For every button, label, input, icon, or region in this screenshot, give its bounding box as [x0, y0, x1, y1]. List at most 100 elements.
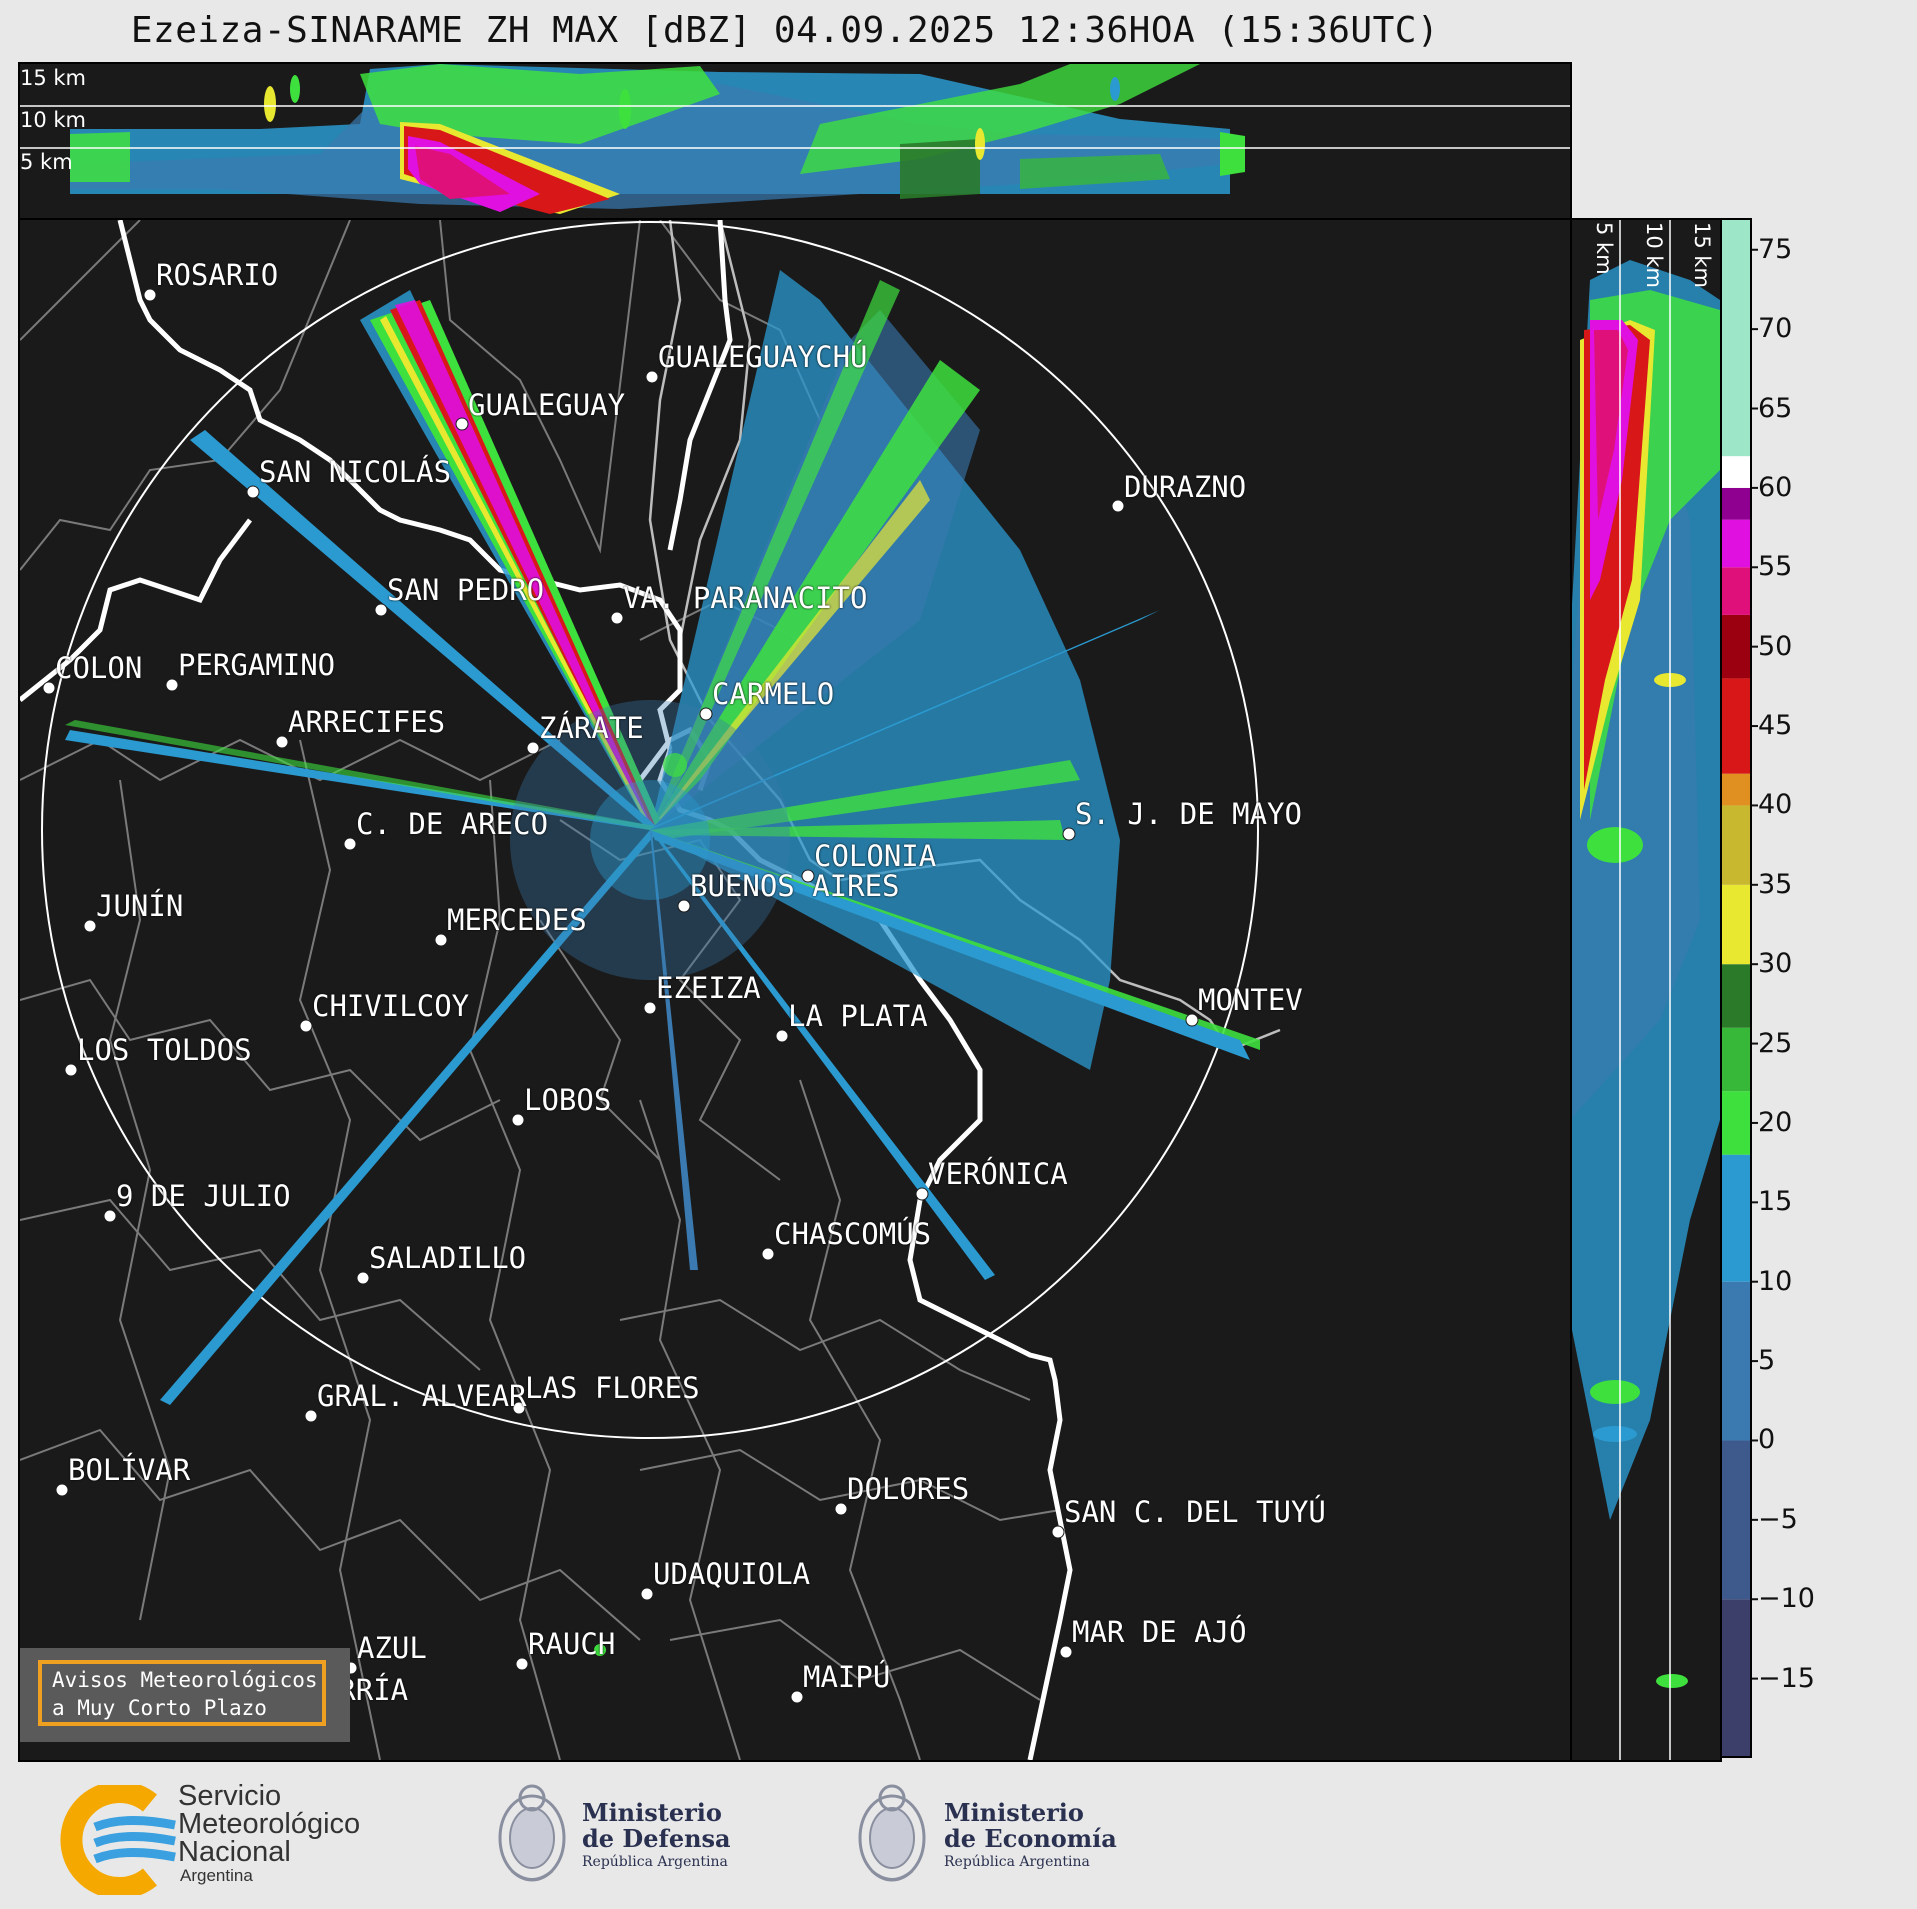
colorbar-band — [1720, 218, 1752, 457]
colorbar-scale — [1720, 218, 1758, 1758]
colorbar-tick-label: 65 — [1758, 392, 1793, 424]
colorbar-band — [1720, 1440, 1752, 1600]
city-dots — [42, 288, 1199, 1717]
colorbar-tick-label: 40 — [1758, 789, 1793, 821]
city-label-carmelo: CARMELO — [712, 677, 835, 711]
city-label-san-pedro: SAN PEDRO — [387, 573, 545, 607]
colorbar-tick-label: 35 — [1758, 868, 1793, 900]
city-label-colon: COLON — [55, 651, 143, 685]
avisos-line2: a Muy Corto Plazo — [52, 1696, 267, 1720]
colorbar-band — [1720, 1281, 1752, 1441]
colorbar-tick-label: 15 — [1758, 1186, 1793, 1218]
colorbar-tick-label: 5 — [1758, 1345, 1776, 1377]
right-level-10km: 10 km — [1642, 222, 1666, 289]
colorbar-tick-label: −15 — [1758, 1662, 1815, 1694]
colorbar-tick-label: 25 — [1758, 1027, 1793, 1059]
city-label-veronica: VERÓNICA — [928, 1157, 1068, 1191]
colorbar-band — [1720, 519, 1752, 568]
colorbar-tick-label: 10 — [1758, 1265, 1793, 1297]
city-label-maipu: MAIPÚ — [803, 1660, 891, 1694]
colorbar-band — [1720, 567, 1752, 615]
radar-echoes — [65, 270, 1260, 1656]
chart-title: Ezeiza-SINARAME ZH MAX [dBZ] 04.09.2025 … — [130, 10, 1440, 51]
city-label-chascomus: CHASCOMÚS — [774, 1217, 932, 1251]
city-label-las-flores: LAS FLORES — [525, 1371, 700, 1405]
department-borders — [20, 220, 1061, 1760]
city-label-bolivar: BOLÍVAR — [68, 1453, 191, 1487]
colorbar-tick-label: 20 — [1758, 1106, 1793, 1138]
colorbar-band — [1720, 1027, 1752, 1092]
city-label-c-de-areco: C. DE ARECO — [356, 807, 549, 841]
economia-logo-text: Ministerio de Economía República Argenti… — [944, 1800, 1117, 1872]
colorbar-band — [1720, 773, 1752, 806]
city-label-colonia: COLONIA — [814, 839, 937, 873]
colorbar-band — [1720, 456, 1752, 488]
city-label-s-j-de-mayo: S. J. DE MAYO — [1075, 797, 1302, 831]
city-label-san-c-del-tuyu: SAN C. DEL TUYÚ — [1064, 1495, 1326, 1529]
range-ring — [41, 221, 1259, 1439]
city-label-buenos-aires: BUENOS AIRES — [690, 869, 900, 903]
footer: Servicio Meteorológico Nacional Argentin… — [0, 1760, 1917, 1909]
city-label-mercedes: MERCEDES — [447, 903, 587, 937]
economia-line3: República Argentina — [944, 1854, 1090, 1870]
defensa-line1: Ministerio — [582, 1798, 722, 1827]
city-label-zarate: ZÁRATE — [539, 711, 644, 745]
city-label-gualeguay: GUALEGUAY — [468, 388, 626, 422]
colorbar-band — [1720, 964, 1752, 1028]
city-label-lobos: LOBOS — [524, 1083, 612, 1117]
right-level-15km: 15 km — [1690, 222, 1714, 289]
top-level-15km: 15 km — [20, 66, 87, 90]
city-label-9-de-julio: 9 DE JULIO — [116, 1179, 291, 1213]
smn-logo-text: Servicio Meteorológico Nacional Argentin… — [178, 1782, 360, 1886]
smn-line2: Meteorológico — [178, 1808, 361, 1840]
city-label-gral-alvear: GRAL. ALVEAR — [317, 1379, 527, 1413]
city-label-arrecifes: ARRECIFES — [288, 705, 446, 739]
avisos-box: Avisos Meteorológicos a Muy Corto Plazo — [20, 1648, 350, 1742]
colorbar-tick-label: 30 — [1758, 948, 1793, 980]
avisos-label: Avisos Meteorológicos a Muy Corto Plazo — [38, 1660, 326, 1726]
city-label-gualeguaychu: GUALEGUAYCHÚ — [658, 340, 868, 374]
top-cross-section-image — [20, 64, 1570, 218]
right-cross-section-image — [1570, 220, 1720, 1760]
colorbar-tick-label: 0 — [1758, 1424, 1776, 1456]
colorbar-tick-label: 60 — [1758, 471, 1793, 503]
colorbar-tick-label: 75 — [1758, 233, 1793, 265]
colorbar-band — [1720, 614, 1752, 679]
city-label-la-plata: LA PLATA — [788, 999, 928, 1033]
smn-line4: Argentina — [180, 1866, 253, 1885]
colorbar-band — [1720, 1091, 1752, 1155]
city-label-chivilcoy: CHIVILCOY — [312, 989, 470, 1023]
colorbar-band — [1720, 805, 1752, 885]
city-label-pergamino: PERGAMINO — [178, 648, 336, 682]
colorbar-band — [1720, 487, 1752, 520]
city-label-san-nicolas: SAN NICOLÁS — [259, 455, 452, 489]
colorbar-band — [1720, 678, 1752, 774]
colorbar-tick-label: 70 — [1758, 313, 1793, 345]
city-label-ezeiza: EZEIZA — [656, 971, 761, 1005]
river-lines — [20, 220, 1073, 1760]
radar-map-image — [20, 220, 1570, 1760]
defensa-line3: República Argentina — [582, 1854, 728, 1870]
top-level-10km: 10 km — [20, 108, 87, 132]
city-label-rosario: ROSARIO — [156, 258, 279, 292]
colorbar-border — [1720, 218, 1752, 1758]
colorbar-tick-label: 55 — [1758, 551, 1793, 583]
city-label-mar-de-ajo: MAR DE AJÓ — [1072, 1615, 1247, 1649]
smn-line1: Servicio — [178, 1780, 282, 1812]
smn-line3: Nacional — [178, 1836, 291, 1868]
city-label-udaquiola: UDAQUIOLA — [653, 1557, 811, 1591]
city-label-montev: MONTEV — [1198, 983, 1303, 1017]
radar-map: ROSARIO GUALEGUAYCHÚ GUALEGUAY SAN NICOL… — [18, 218, 1572, 1762]
colorbar: 75 70 65 60 55 50 45 40 35 30 25 20 15 10 5 0 −5 −10 −15 — [1720, 218, 1910, 1758]
smn-logo-icon — [60, 1785, 176, 1895]
city-label-los-toldos: LOS TOLDOS — [77, 1033, 252, 1067]
city-label-va-paranacito: VA. PARANACITO — [623, 581, 868, 615]
defensa-seal-icon — [498, 1784, 566, 1882]
city-label-dolores: DOLORES — [847, 1472, 970, 1506]
city-label-rauch: RAUCH — [528, 1627, 616, 1661]
top-cross-section-panel: 15 km 10 km 5 km — [18, 62, 1572, 220]
city-label-junin: JUNÍN — [96, 889, 184, 923]
colorbar-band — [1720, 1154, 1752, 1282]
economia-line2: de Economía — [944, 1824, 1117, 1853]
colorbar-band — [1720, 884, 1752, 965]
